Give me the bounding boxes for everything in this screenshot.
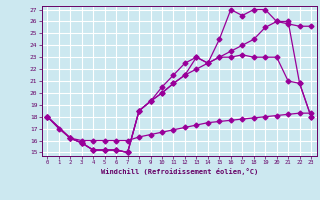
X-axis label: Windchill (Refroidissement éolien,°C): Windchill (Refroidissement éolien,°C) [100, 168, 258, 175]
